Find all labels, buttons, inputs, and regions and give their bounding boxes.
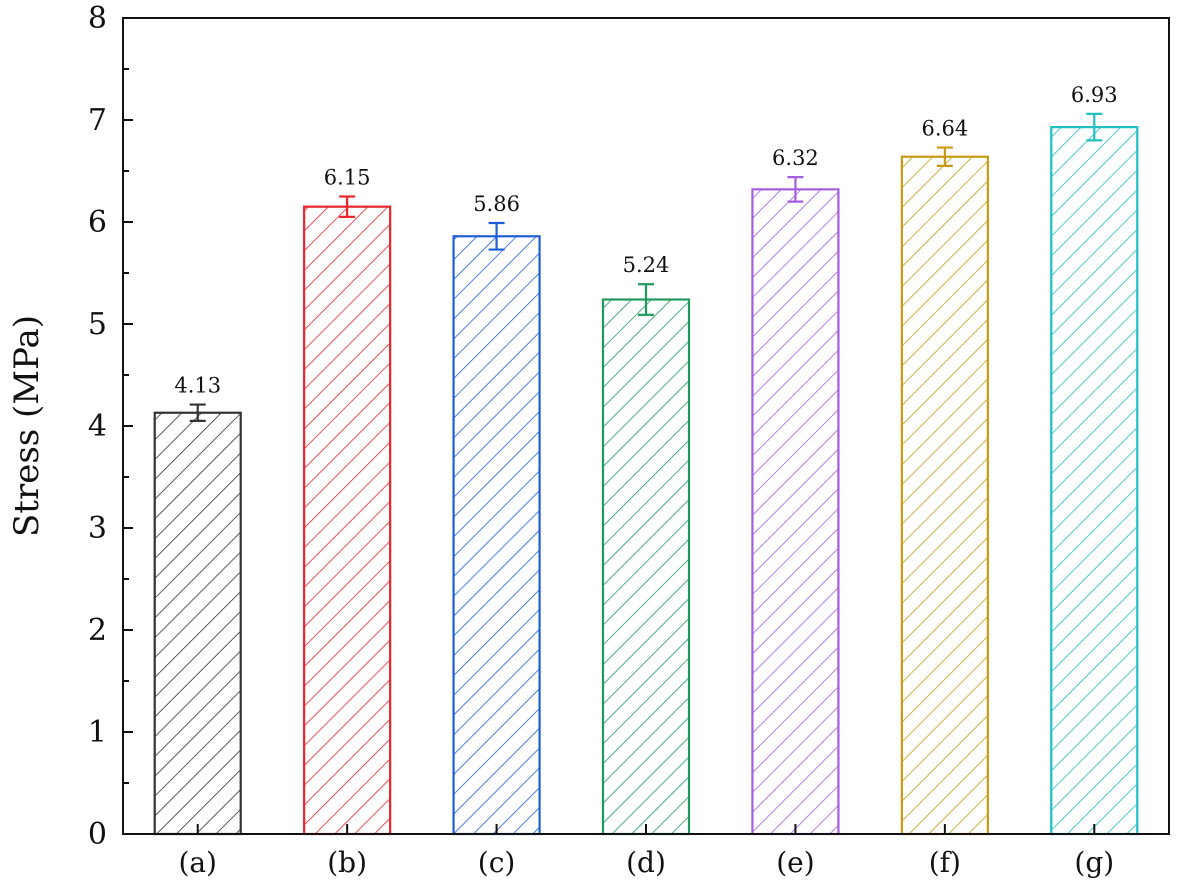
value-labels-layer: 4.13 6.15 5.86 5.24 6.32 6.64 6.93 bbox=[174, 83, 1117, 398]
bar bbox=[303, 205, 392, 836]
data-label: 5.24 bbox=[623, 253, 670, 277]
bars-layer bbox=[153, 126, 1139, 836]
x-tick-label: (b) bbox=[327, 846, 367, 879]
x-axis: (a) (b) (c) (d) (e) (f) (g) bbox=[178, 824, 1114, 879]
error-bars-layer bbox=[189, 112, 1103, 422]
data-label: 6.64 bbox=[921, 117, 968, 141]
data-label: 6.93 bbox=[1071, 83, 1118, 107]
data-label: 5.86 bbox=[473, 192, 520, 216]
bar bbox=[153, 411, 242, 836]
x-tick-label: (f) bbox=[929, 846, 961, 879]
y-tick-label: 1 bbox=[88, 715, 107, 750]
bar bbox=[1050, 126, 1139, 836]
x-tick-label: (c) bbox=[478, 846, 516, 879]
y-tick-label: 4 bbox=[88, 409, 107, 444]
y-tick-label: 8 bbox=[88, 1, 107, 36]
y-tick-label: 0 bbox=[88, 817, 107, 852]
y-axis: 0 1 2 3 4 5 6 7 8 bbox=[88, 1, 133, 852]
data-label: 6.32 bbox=[772, 146, 819, 170]
data-label: 4.13 bbox=[174, 374, 221, 398]
bar bbox=[601, 298, 691, 836]
x-tick-label: (g) bbox=[1074, 846, 1114, 879]
y-tick-label: 6 bbox=[88, 205, 107, 240]
bar bbox=[452, 235, 541, 836]
x-tick-label: (d) bbox=[626, 846, 666, 879]
x-tick-label: (e) bbox=[776, 846, 814, 879]
y-tick-label: 2 bbox=[88, 613, 107, 648]
x-tick-label: (a) bbox=[178, 846, 217, 879]
y-tick-label: 7 bbox=[88, 103, 107, 138]
y-axis-title: Stress (MPa) bbox=[7, 315, 47, 537]
data-label: 6.15 bbox=[324, 166, 371, 190]
y-tick-label: 3 bbox=[88, 511, 107, 546]
bar bbox=[751, 188, 840, 836]
bar bbox=[900, 155, 989, 836]
y-tick-label: 5 bbox=[88, 307, 107, 342]
